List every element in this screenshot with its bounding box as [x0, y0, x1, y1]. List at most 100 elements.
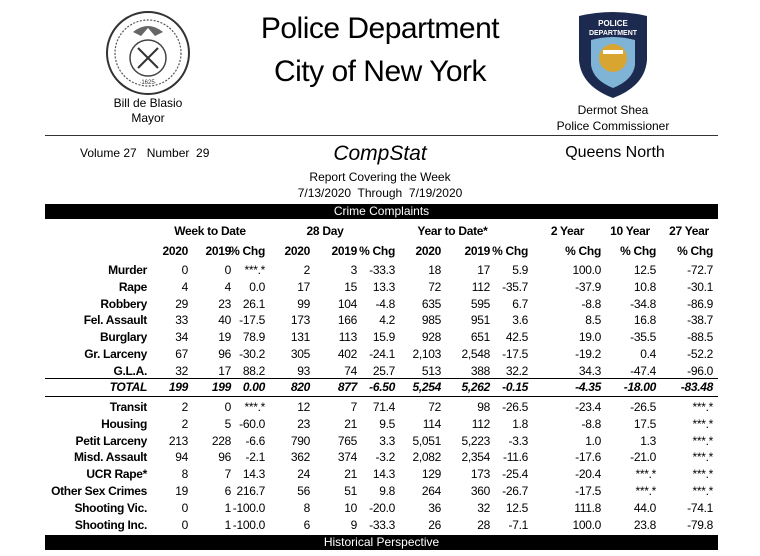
- mayor-name: Bill de Blasio: [113, 96, 183, 110]
- other-row-value: 0: [181, 501, 189, 515]
- title-line-1: Police Department: [260, 12, 500, 45]
- other-row-value: 9: [350, 518, 358, 532]
- other-row-value: -17.6: [575, 450, 601, 464]
- nyc-seal-logo: ·1625·: [105, 10, 191, 96]
- other-row-value: ***.*: [692, 417, 713, 431]
- column-header: % Chg: [359, 244, 395, 258]
- other-row-value: 213: [168, 434, 188, 448]
- table-row-value: -19.2: [575, 347, 601, 361]
- table-row-value: 3.6: [512, 313, 528, 327]
- table-row-value: -30.1: [687, 280, 713, 294]
- other-row-value: -8.8: [581, 417, 602, 431]
- other-row-value: 9.8: [379, 484, 395, 498]
- other-row-value: 56: [297, 484, 310, 498]
- total-row-value: -83.48: [680, 380, 714, 394]
- commissioner-title: Police Commissioner: [556, 119, 670, 133]
- total-row-value: 5,254: [412, 380, 441, 394]
- mayor-title: Mayor: [131, 111, 165, 125]
- other-row-value: 5: [224, 417, 232, 431]
- other-row-value: 23: [297, 417, 310, 431]
- other-row-value: -2.1: [245, 450, 266, 464]
- table-row-value: 15.9: [372, 330, 395, 344]
- table-row-value: 112: [471, 280, 491, 294]
- volume-number: Volume 27 Number 29: [80, 146, 210, 160]
- other-row-value: 129: [421, 467, 441, 481]
- table-row-value: 113: [338, 330, 358, 344]
- table-row-value: 25.7: [372, 364, 395, 378]
- table-row-value: 402: [337, 347, 357, 361]
- other-row-value: 12.5: [505, 501, 528, 515]
- column-header: 2020: [415, 244, 442, 258]
- table-row-value: 32: [175, 364, 188, 378]
- table-row-label: Robbery: [100, 297, 147, 311]
- other-row-label: Transit: [109, 400, 148, 414]
- table-row-value: 19: [218, 330, 231, 344]
- table-row-value: 131: [290, 330, 310, 344]
- other-row-label: Petit Larceny: [75, 434, 148, 448]
- svg-text:POLICE: POLICE: [598, 19, 628, 28]
- table-row-value: 34: [175, 330, 188, 344]
- other-row-value: 2,082: [412, 450, 441, 464]
- table-row-label: Burglary: [100, 330, 147, 344]
- table-row-value: 985: [421, 313, 441, 327]
- other-row-value: ***.*: [692, 434, 713, 448]
- table-row-value: 16.8: [633, 313, 656, 327]
- other-row-value: 112: [471, 417, 491, 431]
- column-header: % Chg: [565, 244, 601, 258]
- other-row-value: ***.*: [635, 484, 656, 498]
- other-row-value: 173: [470, 467, 490, 481]
- table-row-value: 12.5: [633, 263, 656, 277]
- report-name: CompStat: [333, 142, 427, 165]
- other-row-value: -100.0: [232, 501, 266, 515]
- group-header: Week to Date: [174, 224, 246, 238]
- table-row-value: 17: [218, 364, 231, 378]
- group-header: 10 Year: [610, 224, 650, 238]
- other-row-value: 24: [297, 467, 310, 481]
- other-row-value: -3.2: [375, 450, 396, 464]
- table-row-value: -86.9: [687, 297, 713, 311]
- other-row-value: 264: [421, 484, 441, 498]
- table-row-value: 17: [297, 280, 310, 294]
- table-row-value: 10.8: [633, 280, 656, 294]
- table-row-value: 651: [470, 330, 490, 344]
- other-row-value: ***.*: [692, 450, 713, 464]
- other-row-value: 21: [344, 417, 357, 431]
- other-row-label: UCR Rape*: [86, 467, 147, 481]
- title-line-2: City of New York: [273, 55, 487, 88]
- table-row-value: -72.7: [687, 263, 713, 277]
- column-header: % Chg: [677, 244, 713, 258]
- total-bottom-rule: [45, 396, 718, 397]
- other-row-value: 1: [224, 518, 232, 532]
- other-row-value: 0: [224, 400, 232, 414]
- table-row-value: 15: [344, 280, 357, 294]
- other-row-value: 5,051: [412, 434, 441, 448]
- other-row-value: ***.*: [692, 400, 713, 414]
- table-row-value: -35.5: [630, 330, 656, 344]
- other-row-value: -21.0: [630, 450, 656, 464]
- table-row-value: 8.5: [585, 313, 601, 327]
- other-row-value: 360: [470, 484, 490, 498]
- table-row-value: -52.2: [687, 347, 713, 361]
- other-row-value: -79.8: [687, 518, 713, 532]
- table-row-label: Gr. Larceny: [84, 347, 147, 361]
- other-row-value: 8: [181, 467, 189, 481]
- table-row-label: Fel. Assault: [83, 313, 148, 327]
- other-row-value: -23.4: [575, 400, 601, 414]
- column-header: % Chg: [492, 244, 528, 258]
- other-row-value: 71.4: [372, 400, 395, 414]
- table-row-value: 388: [470, 364, 490, 378]
- other-row-value: 32: [477, 501, 490, 515]
- table-row-value: -30.2: [239, 347, 265, 361]
- other-row-value: ***.*: [692, 467, 713, 481]
- table-row-value: 23: [218, 297, 231, 311]
- report-subtitle: Report Covering the Week: [309, 170, 451, 184]
- total-row-value: 0.00: [242, 380, 265, 394]
- table-row-value: 19.0: [578, 330, 601, 344]
- header-divider: [45, 135, 718, 136]
- other-row-value: 374: [337, 450, 357, 464]
- table-row-value: -47.4: [630, 364, 656, 378]
- other-row-value: 1.3: [640, 434, 656, 448]
- table-row-value: 166: [337, 313, 357, 327]
- other-row-value: 12: [297, 400, 310, 414]
- table-row-value: -33.3: [369, 263, 395, 277]
